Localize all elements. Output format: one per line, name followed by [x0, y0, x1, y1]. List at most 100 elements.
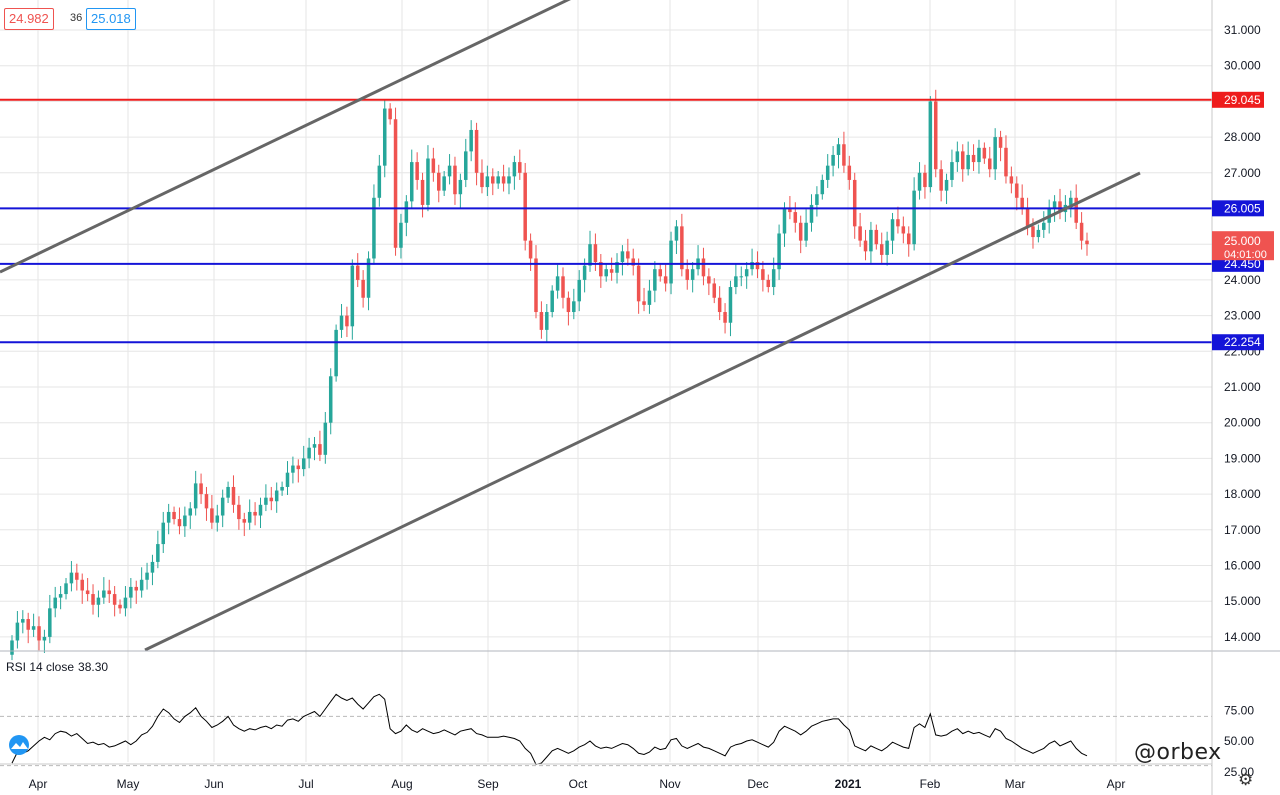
spread-value: 36	[66, 8, 87, 28]
candle-body	[917, 172, 922, 191]
candle-body	[118, 604, 122, 609]
candle-body	[712, 283, 717, 298]
candle-body	[215, 515, 220, 523]
candle-body	[231, 486, 236, 505]
y-tick-label: 23.000	[1224, 309, 1261, 323]
candle-body	[615, 262, 619, 273]
candle-body	[237, 504, 241, 520]
candle-body	[183, 515, 187, 527]
candle-body	[642, 301, 646, 305]
candle-body	[728, 287, 733, 323]
candle-body	[879, 244, 884, 255]
candle-body	[447, 165, 452, 177]
candle-body	[604, 269, 608, 277]
candle-body	[1058, 201, 1062, 213]
candle-body	[750, 262, 754, 270]
candle-body	[766, 279, 771, 288]
candle-body	[58, 594, 63, 598]
candle-body	[950, 162, 954, 180]
candle-body	[382, 108, 387, 166]
candle-body	[496, 176, 500, 184]
candle-body	[442, 176, 446, 191]
y-tick-label: 24.000	[1224, 273, 1261, 287]
candle-body	[48, 608, 52, 637]
last-price-bg	[1212, 231, 1274, 261]
candle-body	[21, 619, 25, 623]
candle-body	[96, 597, 101, 605]
candle-body	[582, 265, 587, 280]
candle-body	[204, 494, 209, 509]
candle-body	[966, 154, 970, 170]
y-tick-label: 15.000	[1224, 594, 1261, 608]
candle-body	[188, 508, 193, 516]
ask-price[interactable]: 25.018	[86, 8, 136, 30]
candle-body	[1052, 201, 1057, 209]
candle-body	[539, 312, 544, 330]
gear-icon[interactable]: ⚙	[1238, 770, 1254, 789]
candle-body	[701, 258, 706, 277]
candle-body	[685, 269, 690, 280]
candle-body	[312, 444, 317, 448]
y-tick-label: 18.000	[1224, 487, 1261, 501]
y-tick-label: 21.000	[1224, 380, 1261, 394]
candle-body	[885, 240, 889, 255]
candle-body	[998, 137, 1003, 148]
candle-body	[210, 508, 214, 523]
x-tick-label: Oct	[569, 777, 588, 791]
candles	[10, 89, 1089, 661]
candle-body	[739, 276, 744, 278]
candle-body	[836, 144, 841, 155]
candle-body	[723, 312, 727, 323]
candle-body	[847, 165, 852, 180]
level-label-bg	[1212, 334, 1264, 351]
tradingview-logo-icon[interactable]	[5, 735, 33, 755]
candle-body	[156, 544, 160, 562]
bid-price[interactable]: 24.982	[4, 8, 54, 30]
candle-body	[53, 597, 57, 609]
candle-body	[680, 226, 684, 270]
candle-body	[501, 176, 506, 184]
x-tick-label: Apr	[1107, 777, 1126, 791]
candle-body	[577, 279, 581, 302]
candle-body	[296, 465, 301, 470]
candle-body	[285, 472, 290, 487]
candle-body	[102, 590, 106, 598]
candle-body	[771, 269, 776, 288]
candle-body	[1069, 197, 1073, 205]
candle-body	[631, 258, 635, 266]
y-tick-label: 16.000	[1224, 559, 1261, 573]
candle-body	[933, 101, 938, 170]
candle-body	[647, 290, 652, 305]
candle-body	[744, 269, 749, 277]
candle-body	[901, 226, 906, 234]
candle-body	[220, 497, 225, 516]
candle-body	[717, 297, 722, 313]
candle-body	[172, 511, 176, 520]
candle-body	[609, 269, 614, 273]
candle-body	[863, 240, 868, 252]
candle-body	[426, 158, 430, 205]
candle-body	[593, 244, 598, 263]
candle-body	[242, 519, 247, 523]
candle-body	[253, 511, 257, 516]
y-tick-label: 28.000	[1224, 130, 1261, 144]
rsi-legend[interactable]: RSI 14 close 38.30	[6, 660, 108, 674]
candle-body	[852, 179, 857, 227]
candle-body	[669, 240, 673, 284]
candle-body	[545, 312, 549, 330]
candle-body	[663, 276, 668, 284]
candle-body	[1004, 147, 1008, 177]
candle-body	[328, 376, 333, 423]
candle-body	[928, 101, 933, 188]
candle-body	[534, 258, 538, 313]
candle-body	[820, 179, 825, 195]
level-label-bg	[1212, 200, 1264, 217]
candle-body	[825, 165, 830, 180]
countdown-label: 04:01:00	[1224, 249, 1267, 261]
candle-body	[653, 269, 657, 291]
candle-body	[69, 572, 74, 584]
candle-body	[464, 151, 468, 180]
candle-body	[112, 594, 117, 605]
candle-body	[707, 276, 711, 284]
